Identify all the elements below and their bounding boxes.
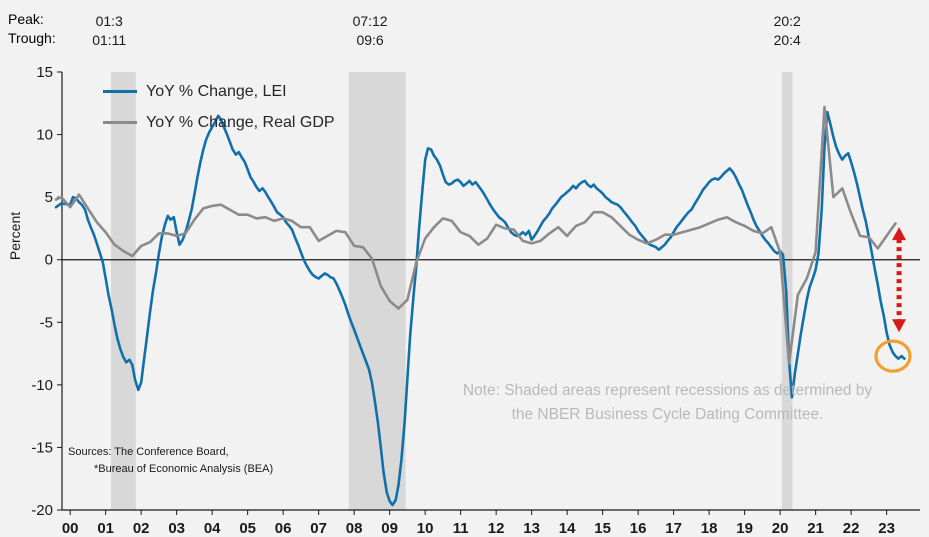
y-tick-label: -10 <box>31 377 53 394</box>
x-tick-label: 00 <box>62 520 79 537</box>
x-tick-label: 22 <box>843 520 860 537</box>
legend-label-lei: YoY % Change, LEI <box>146 82 287 100</box>
series-line-gdp <box>54 105 897 365</box>
x-tick-label: 20 <box>772 520 789 537</box>
highlight-ellipse <box>874 339 912 373</box>
x-tick-label: 10 <box>417 520 434 537</box>
gap-arrow-head-up <box>892 227 907 241</box>
sources-text: Sources: The Conference Board, *Bureau o… <box>68 444 273 478</box>
recession-band <box>348 72 406 510</box>
y-tick-label: 15 <box>36 64 53 81</box>
trough-label: Trough: <box>8 30 56 46</box>
y-tick-label: 10 <box>36 127 53 144</box>
peak-trough-header: Peak: Trough: <box>8 10 56 48</box>
x-tick-label: 09 <box>381 520 398 537</box>
recession-trough-date: 01:11 <box>92 32 126 48</box>
x-tick-label: 18 <box>701 520 718 537</box>
x-tick-label: 04 <box>204 520 221 537</box>
x-tick-label: 07 <box>310 520 327 537</box>
legend: YoY % Change, LEI YoY % Change, Real GDP <box>103 76 335 138</box>
y-tick-label: -20 <box>31 502 53 519</box>
recession-note-line1: Note: Shaded areas represent recessions … <box>462 382 873 399</box>
recession-trough-date: 20:4 <box>774 32 801 48</box>
x-tick-label: 11 <box>453 520 469 537</box>
recession-note-line2: the NBER Business Cycle Dating Committee… <box>511 406 824 423</box>
x-tick-label: 02 <box>133 520 150 537</box>
y-tick-label: 5 <box>45 189 53 206</box>
x-tick-label: 16 <box>630 520 647 537</box>
y-tick-label: -5 <box>40 314 53 331</box>
series-line-lei <box>54 110 906 507</box>
recession-trough-date: 09:6 <box>356 32 383 48</box>
x-tick-label: 01 <box>97 520 114 537</box>
recession-peak-date: 01:3 <box>96 13 123 29</box>
x-tick-label: 03 <box>168 520 185 537</box>
y-axis-title: Percent <box>7 211 23 261</box>
x-tick-label: 17 <box>665 520 682 537</box>
x-tick-label: 06 <box>275 520 292 537</box>
lei-line-swatch-icon <box>103 90 137 93</box>
gap-arrow-head-down <box>892 319 907 333</box>
x-tick-label: 14 <box>559 520 576 537</box>
x-tick-label: 23 <box>878 520 895 537</box>
y-tick-label: 0 <box>45 252 53 269</box>
x-tick-label: 13 <box>523 520 540 537</box>
recession-note: Note: Shaded areas represent recessions … <box>415 379 920 427</box>
gdp-line-swatch-icon <box>103 121 137 124</box>
x-tick-label: 05 <box>239 520 256 537</box>
peak-label: Peak: <box>8 11 44 27</box>
sources-line2: *Bureau of Economic Analysis (BEA) <box>94 463 274 475</box>
x-tick-label: 12 <box>488 520 505 537</box>
recession-peak-date: 20:2 <box>774 13 801 29</box>
x-tick-label: 15 <box>594 520 611 537</box>
sources-line1: Sources: The Conference Board, <box>68 446 229 458</box>
legend-item-gdp: YoY % Change, Real GDP <box>103 107 335 138</box>
x-tick-label: 08 <box>346 520 363 537</box>
x-tick-label: 19 <box>736 520 753 537</box>
x-tick-label: 21 <box>807 520 824 537</box>
recession-band <box>111 72 136 510</box>
legend-label-gdp: YoY % Change, Real GDP <box>146 113 335 131</box>
y-tick-label: -15 <box>31 439 53 456</box>
recession-peak-date: 07:12 <box>353 13 388 29</box>
legend-item-lei: YoY % Change, LEI <box>103 76 335 107</box>
